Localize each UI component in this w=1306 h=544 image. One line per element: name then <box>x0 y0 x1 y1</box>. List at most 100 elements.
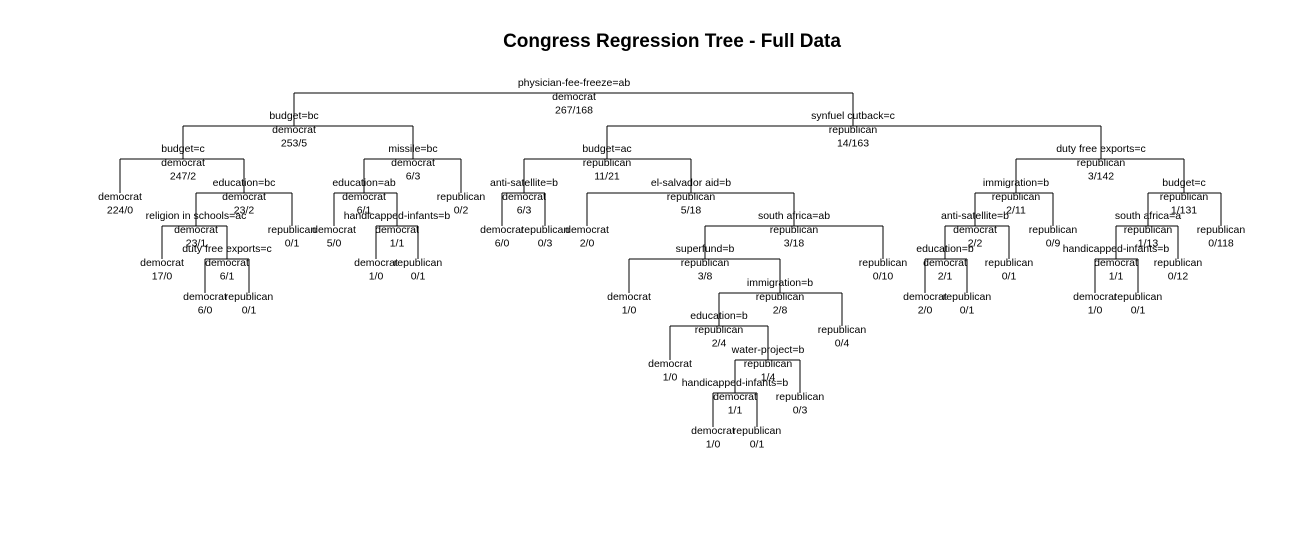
node-count-label: 23/1 <box>186 238 207 250</box>
leaf-class-label: republican <box>733 425 782 437</box>
node-class-label: democrat <box>174 224 218 236</box>
split-label: education=bc <box>213 177 276 189</box>
leaf-class-label: republican <box>394 257 443 269</box>
chart-title: Congress Regression Tree - Full Data <box>503 31 841 52</box>
leaf-count-label: 5/0 <box>327 238 342 250</box>
node-count-label: 6/1 <box>357 205 372 217</box>
leaf-class-label: democrat <box>140 257 184 269</box>
node-count-label: 2/11 <box>1006 205 1026 217</box>
node-class-label: democrat <box>342 191 386 203</box>
split-label: handicapped-infants=b <box>1063 243 1170 255</box>
leaf-class-label: republican <box>521 224 570 236</box>
leaf-class-label: republican <box>985 257 1034 269</box>
leaf-class-label: democrat <box>903 291 947 303</box>
tree-edges <box>119 92 1222 427</box>
split-label: education=b <box>690 310 748 322</box>
node-class-label: republican <box>756 291 805 303</box>
leaf-class-label: republican <box>818 324 867 336</box>
tree-labels: physician-fee-freeze=ab democrat 267/168 bu… <box>98 77 1245 451</box>
leaf-class-label: republican <box>1154 257 1203 269</box>
split-label: budget=c <box>1162 177 1206 189</box>
node-count-label: 11/21 <box>594 171 620 183</box>
leaf-count-label: 0/1 <box>411 271 426 283</box>
leaf-count-label: 0/1 <box>960 305 975 317</box>
split-label: education=b <box>916 243 974 255</box>
node-count-label: 3/8 <box>698 271 713 283</box>
node-count-label: 6/1 <box>220 271 235 283</box>
node-count-label: 23/2 <box>234 205 255 217</box>
leaf-count-label: 1/0 <box>622 305 637 317</box>
split-label: immigration=b <box>747 277 813 289</box>
leaf-class-label: republican <box>225 291 274 303</box>
node-class-label: republican <box>829 124 878 136</box>
split-label: anti-satellite=b <box>941 210 1009 222</box>
node-count-label: 1/131 <box>1171 205 1197 217</box>
split-label: duty free exports=c <box>1056 143 1146 155</box>
leaf-class-label: democrat <box>183 291 227 303</box>
leaf-count-label: 0/118 <box>1208 238 1234 250</box>
leaf-count-label: 6/0 <box>198 305 213 317</box>
split-label: education=ab <box>332 177 396 189</box>
leaf-count-label: 0/1 <box>1131 305 1146 317</box>
node-class-label: democrat <box>272 124 316 136</box>
node-count-label: 267/168 <box>555 105 593 117</box>
node-count-label: 14/163 <box>837 138 869 150</box>
leaf-count-label: 0/10 <box>873 271 894 283</box>
leaf-class-label: democrat <box>648 358 692 370</box>
node-count-label: 5/18 <box>681 205 702 217</box>
split-label: religion in schools=ac <box>146 210 247 222</box>
node-count-label: 2/8 <box>773 305 788 317</box>
leaf-count-label: 17/0 <box>152 271 173 283</box>
leaf-class-label: republican <box>1197 224 1246 236</box>
leaf-class-label: democrat <box>691 425 735 437</box>
node-count-label: 1/1 <box>728 405 743 417</box>
node-count-label: 253/5 <box>281 138 307 150</box>
leaf-count-label: 224/0 <box>107 205 133 217</box>
leaf-class-label: democrat <box>312 224 356 236</box>
node-count-label: 6/3 <box>517 205 532 217</box>
node-count-label: 3/18 <box>784 238 805 250</box>
split-label: budget=bc <box>269 110 318 122</box>
node-class-label: republican <box>770 224 819 236</box>
node-class-label: republican <box>1124 224 1173 236</box>
leaf-count-label: 1/0 <box>706 439 721 451</box>
node-count-label: 1/13 <box>1138 238 1159 250</box>
node-count-label: 1/1 <box>390 238 405 250</box>
leaf-count-label: 0/9 <box>1046 238 1061 250</box>
split-label: missile=bc <box>388 143 437 155</box>
node-count-label: 2/4 <box>712 338 727 350</box>
node-count-label: 1/4 <box>761 372 776 384</box>
leaf-class-label: republican <box>1029 224 1078 236</box>
node-class-label: democrat <box>953 224 997 236</box>
node-class-label: republican <box>681 257 730 269</box>
split-label: synfuel cutback=c <box>811 110 895 122</box>
leaf-class-label: democrat <box>607 291 651 303</box>
leaf-class-label: democrat <box>1073 291 1117 303</box>
leaf-class-label: republican <box>1114 291 1163 303</box>
leaf-class-label: republican <box>859 257 908 269</box>
leaf-class-label: republican <box>943 291 992 303</box>
node-class-label: democrat <box>205 257 249 269</box>
node-count-label: 247/2 <box>170 171 196 183</box>
leaf-count-label: 1/0 <box>369 271 384 283</box>
node-class-label: democrat <box>923 257 967 269</box>
node-class-label: democrat <box>502 191 546 203</box>
split-label: budget=ac <box>582 143 631 155</box>
leaf-count-label: 0/2 <box>454 205 469 217</box>
node-count-label: 1/1 <box>1109 271 1124 283</box>
node-class-label: republican <box>583 157 632 169</box>
leaf-count-label: 0/1 <box>285 238 300 250</box>
leaf-count-label: 0/1 <box>242 305 257 317</box>
node-class-label: democrat <box>552 91 596 103</box>
leaf-class-label: democrat <box>98 191 142 203</box>
leaf-count-label: 1/0 <box>663 372 678 384</box>
split-label: anti-satellite=b <box>490 177 558 189</box>
node-class-label: democrat <box>222 191 266 203</box>
leaf-count-label: 0/1 <box>1002 271 1017 283</box>
node-class-label: republican <box>1077 157 1126 169</box>
node-class-label: democrat <box>391 157 435 169</box>
split-label: physician-fee-freeze=ab <box>518 77 631 89</box>
leaf-count-label: 0/1 <box>750 439 765 451</box>
